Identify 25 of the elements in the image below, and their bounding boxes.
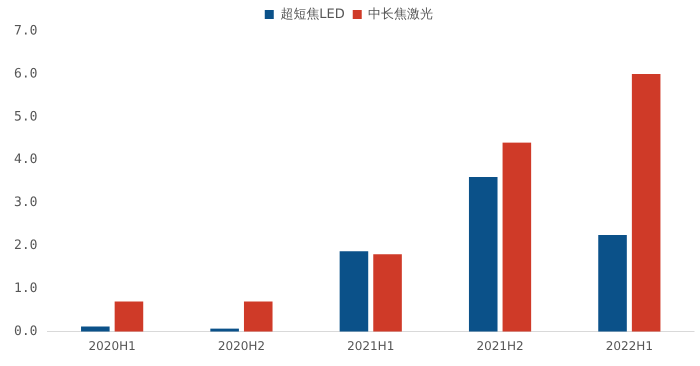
y-tick-label: 0.0	[14, 324, 38, 339]
x-tick-label: 2020H2	[218, 338, 266, 353]
y-tick-label: 4.0	[14, 152, 38, 168]
bar	[81, 326, 110, 332]
bar	[244, 302, 273, 332]
bar	[340, 251, 368, 332]
x-tick-label: 2021H1	[347, 338, 394, 353]
legend-label: 超短焦LED	[280, 6, 345, 22]
bar	[632, 74, 660, 332]
bar	[468, 177, 498, 332]
x-tick-label: 2021H2	[476, 338, 524, 353]
y-tick-label: 6.0	[14, 66, 38, 82]
bar	[598, 234, 627, 332]
legend-label: 中长焦激光	[368, 6, 434, 22]
y-tick-label: 5.0	[14, 109, 38, 124]
y-tick-label: 3.0	[14, 195, 38, 210]
x-tick-label: 2020H1	[88, 338, 136, 353]
bar	[210, 328, 239, 332]
bar	[114, 302, 144, 332]
bar	[502, 142, 532, 332]
y-tick-label: 1.0	[14, 281, 38, 296]
x-tick-label: 2022H1	[606, 338, 653, 353]
y-tick-label: 2.0	[14, 238, 38, 254]
y-tick-label: 7.0	[14, 23, 38, 38]
bar	[373, 254, 402, 332]
